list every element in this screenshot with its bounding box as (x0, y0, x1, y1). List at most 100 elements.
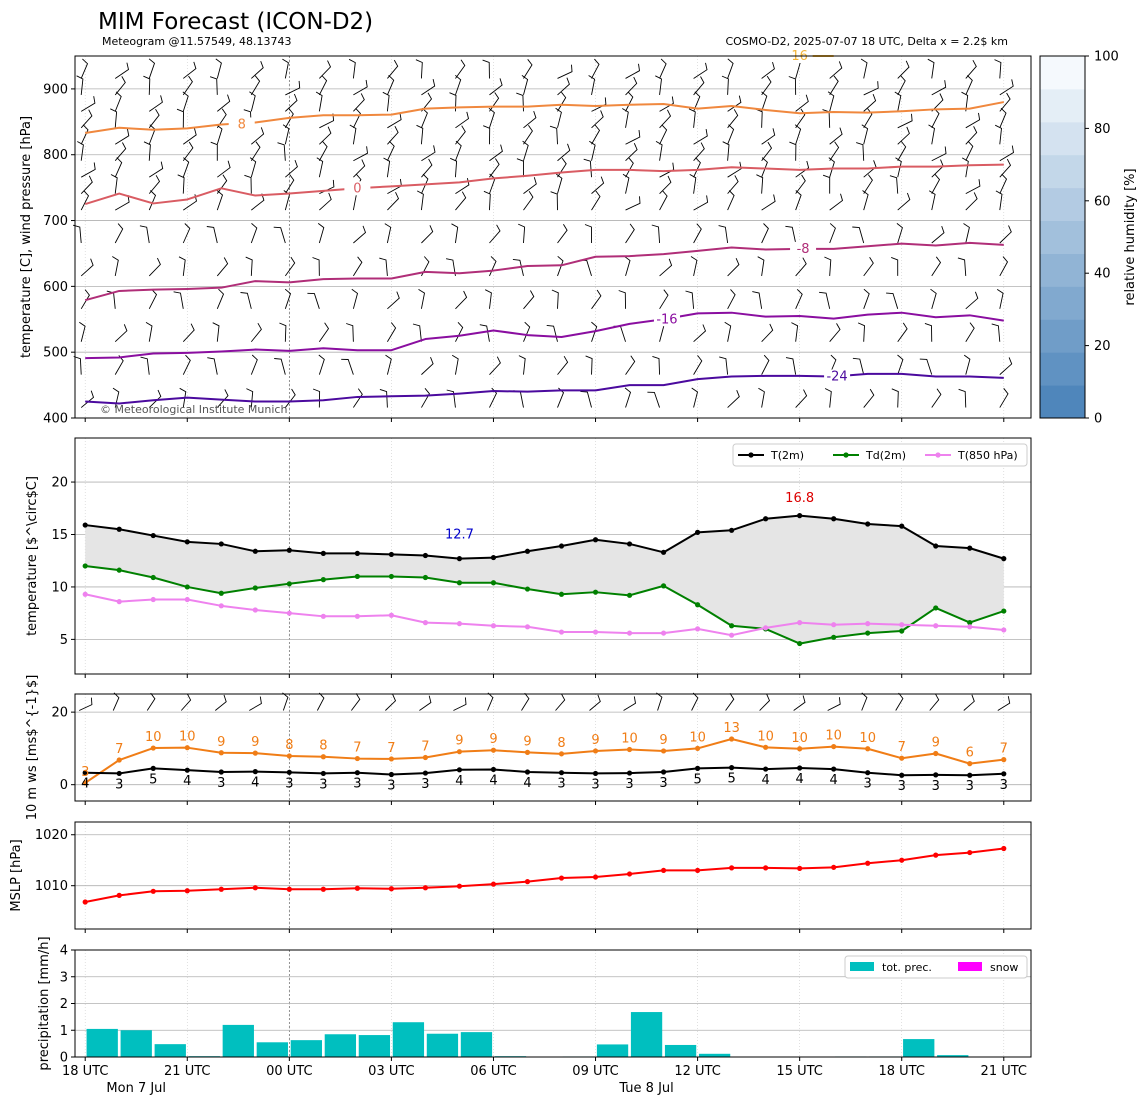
wind-barb (584, 224, 592, 244)
wind-barb (282, 124, 290, 145)
temperature-point (558, 543, 565, 549)
colorbar-frame (1039, 55, 1086, 419)
mslp-point (967, 849, 973, 856)
wind-barb (148, 95, 163, 112)
wind-barb (721, 75, 729, 95)
wind-point (252, 769, 258, 775)
temperature-point (1001, 627, 1007, 633)
wind-barb (693, 157, 701, 178)
wind-barb (318, 322, 330, 342)
wind-point (558, 751, 565, 757)
wind-barb (927, 58, 935, 79)
wind-barb (114, 91, 122, 112)
wind-point (490, 766, 497, 773)
time-tick-label: 09 UTC (572, 1064, 618, 1079)
wind-barb (961, 157, 969, 178)
wind-barb (591, 289, 602, 310)
time-tick-label: 15 UTC (776, 1064, 822, 1079)
wind-barb (622, 108, 629, 128)
wind-barb (319, 126, 332, 145)
precip-bar (256, 1042, 288, 1057)
wind-barb (274, 358, 286, 375)
wind-barb (284, 288, 292, 309)
wind-barb (829, 61, 843, 79)
wind-barb (862, 190, 869, 211)
wind-barb (957, 257, 967, 276)
temperature-point (899, 622, 905, 628)
wind-barb (795, 190, 802, 211)
wind-barb (383, 157, 391, 178)
wind-barb (351, 288, 359, 309)
wind-barb (896, 223, 903, 244)
isotherm-label: 8 (238, 117, 246, 132)
wind-barb (685, 290, 695, 309)
y-axis-label: 10 m ws [ms$^{-1}$] (25, 675, 40, 821)
wind-barb (580, 390, 592, 408)
wind-point (422, 770, 429, 776)
mean-wind-value-label: 4 (523, 776, 531, 791)
y-tick-label: 20 (51, 476, 68, 491)
wind-point (694, 745, 701, 752)
wind-barb (999, 158, 1012, 178)
panel-frame (74, 693, 1032, 802)
isotherm-line (84, 163, 1004, 206)
panel-frame (74, 949, 1032, 1058)
wind-barb (523, 59, 533, 79)
temperature-point (660, 583, 667, 589)
wind-barb (863, 256, 874, 277)
wind-barb (963, 354, 971, 375)
time-tick-label: 12 UTC (674, 1064, 720, 1079)
wind-barb (588, 75, 596, 95)
wind-barb (318, 75, 328, 96)
temperature-point (82, 591, 88, 597)
wind-point (660, 769, 667, 775)
wind-barb (549, 125, 558, 145)
wind-barb (689, 174, 697, 194)
wind-barb (891, 388, 899, 408)
wind-barb (139, 225, 150, 244)
surface-wind-barb (282, 692, 289, 711)
wind-barb (591, 124, 601, 145)
wind-point (320, 754, 326, 760)
wind-barb (625, 196, 641, 211)
wind-barb (80, 109, 93, 129)
wind-barb (863, 388, 875, 408)
temperature-point (694, 626, 701, 632)
wind-barb (613, 325, 626, 342)
wind-barb (795, 174, 806, 194)
pressure-panel: 1010 1020 MSLP [hPa] (9, 821, 1032, 933)
wind-barb (994, 59, 1002, 79)
mean-wind-value-label: 3 (932, 779, 940, 794)
wind-barb (206, 226, 218, 244)
colorbar-tick-label: 0 (1094, 412, 1102, 427)
precip-bar (120, 1030, 152, 1057)
temperature-point (797, 640, 803, 647)
dewpoint-spread-fill (85, 515, 1004, 644)
wind-barb (557, 91, 567, 112)
wind-barb (756, 174, 764, 194)
y-tick-label: 800 (43, 148, 68, 163)
wind-barb (659, 124, 668, 145)
wind-barb (652, 355, 661, 375)
surface-wind-barb (521, 692, 530, 711)
wind-barb (489, 356, 501, 375)
wind-barb (250, 223, 258, 244)
wind-barb (924, 322, 933, 342)
temperature-point (933, 623, 939, 629)
precip-bar (324, 1034, 357, 1057)
figure-subtitle-right: COSMO-D2, 2025-07-07 18 UTC, Delta x = 2… (725, 35, 1008, 48)
temperature-point (116, 526, 122, 532)
wind-barb (624, 387, 632, 408)
wind-barb (387, 112, 402, 129)
wind-barb (341, 358, 354, 375)
surface-wind-barb (385, 694, 397, 711)
wind-point (694, 765, 701, 771)
panel-frame (74, 55, 1032, 419)
wind-barb (727, 95, 742, 112)
mslp-point (82, 899, 88, 905)
wind-barb (352, 107, 361, 129)
gust-value-label: 10 (689, 730, 706, 745)
temperature-legend: T(2m) Td(2m) T(850 hPa) (732, 443, 1028, 467)
wind-point (218, 769, 224, 775)
